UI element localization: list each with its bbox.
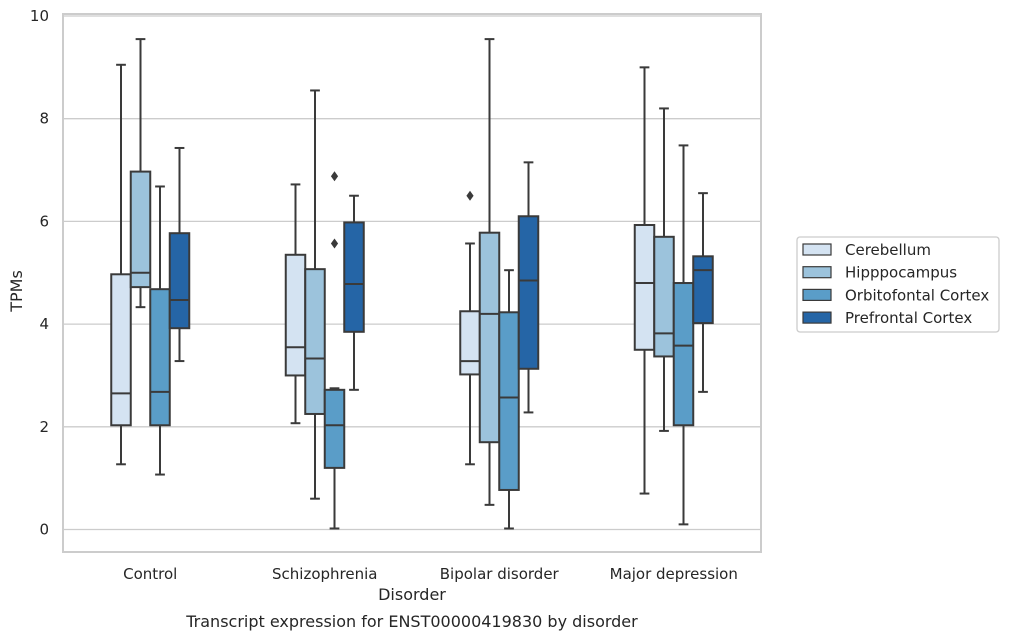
legend-swatch [802, 311, 832, 324]
box-body [149, 288, 171, 427]
category-group [110, 38, 191, 476]
legend-swatch [802, 266, 832, 279]
box-orbitofontal-cortex [323, 171, 346, 530]
box-prefrontal-cortex [692, 192, 714, 393]
y-tick-label: 6 [39, 212, 49, 230]
box-body [653, 235, 675, 358]
category-group [459, 38, 540, 530]
box-body [304, 268, 326, 415]
legend-label: Hipppocampus [845, 264, 957, 282]
box-body [459, 310, 481, 376]
x-tick-labels: Control Schizophrenia Bipolar disorder Majo… [123, 565, 738, 583]
box-prefrontal-cortex [517, 161, 540, 414]
y-tick-label: 8 [39, 110, 49, 128]
y-tick-label: 4 [39, 315, 49, 333]
box-body [129, 170, 152, 289]
box-body [284, 253, 307, 377]
legend-swatch [802, 288, 832, 301]
y-tick-label: 0 [39, 521, 49, 539]
box-hipppocampus [478, 38, 501, 506]
box-body [633, 223, 656, 351]
outlier-point [330, 171, 339, 182]
box-hipppocampus [129, 38, 152, 309]
box-prefrontal-cortex [343, 194, 365, 391]
legend-item: Cerebellum [802, 241, 931, 259]
box-orbitofontal-cortex [149, 185, 171, 476]
legend: Cerebellum Hipppocampus Orbitofontal Corte… [796, 236, 1000, 333]
y-tick-label: 2 [39, 418, 49, 436]
box-groups [110, 38, 714, 530]
box-orbitofontal-cortex [672, 144, 695, 526]
box-cerebellum [284, 183, 307, 425]
box-body [672, 282, 695, 427]
box-body [110, 273, 132, 427]
chart-title: Transcript expression for ENST0000041983… [185, 612, 638, 631]
box-body [692, 255, 714, 325]
box-prefrontal-cortex [168, 146, 191, 363]
box-body [343, 221, 365, 333]
box-body [517, 215, 540, 370]
category-group [284, 89, 365, 530]
legend-frame [796, 236, 1000, 333]
plot-frame [62, 13, 762, 553]
legend-label: Cerebellum [845, 241, 931, 259]
legend-item: Hipppocampus [802, 264, 957, 282]
x-tick-label: Bipolar disorder [440, 565, 560, 583]
outlier-point [466, 190, 474, 201]
outlier-point [330, 238, 339, 249]
y-axis-label: TPMs [7, 270, 26, 313]
box-body [323, 388, 346, 469]
x-axis-label: Disorder [378, 585, 446, 604]
box-body [478, 231, 501, 444]
box-cerebellum [110, 63, 132, 466]
x-tick-label: Schizophrenia [272, 565, 377, 583]
y-tick-label: 10 [30, 7, 49, 25]
box-body [168, 232, 191, 330]
box-cerebellum [633, 66, 656, 495]
y-tick-labels: 0 2 4 6 8 10 [30, 7, 49, 539]
x-tick-label: Control [123, 565, 177, 583]
box-body [498, 311, 520, 491]
legend-item: Orbitofontal Cortex [802, 286, 989, 304]
legend-swatch [802, 243, 832, 256]
legend-label: Orbitofontal Cortex [845, 286, 989, 304]
box-cerebellum [459, 190, 481, 466]
category-group [633, 66, 714, 526]
legend-item: Prefrontal Cortex [802, 309, 972, 327]
legend-label: Prefrontal Cortex [845, 309, 972, 327]
box-hipppocampus [304, 89, 326, 500]
x-tick-label: Major depression [610, 565, 738, 583]
box-hipppocampus [653, 107, 675, 432]
box-orbitofontal-cortex [498, 269, 520, 530]
